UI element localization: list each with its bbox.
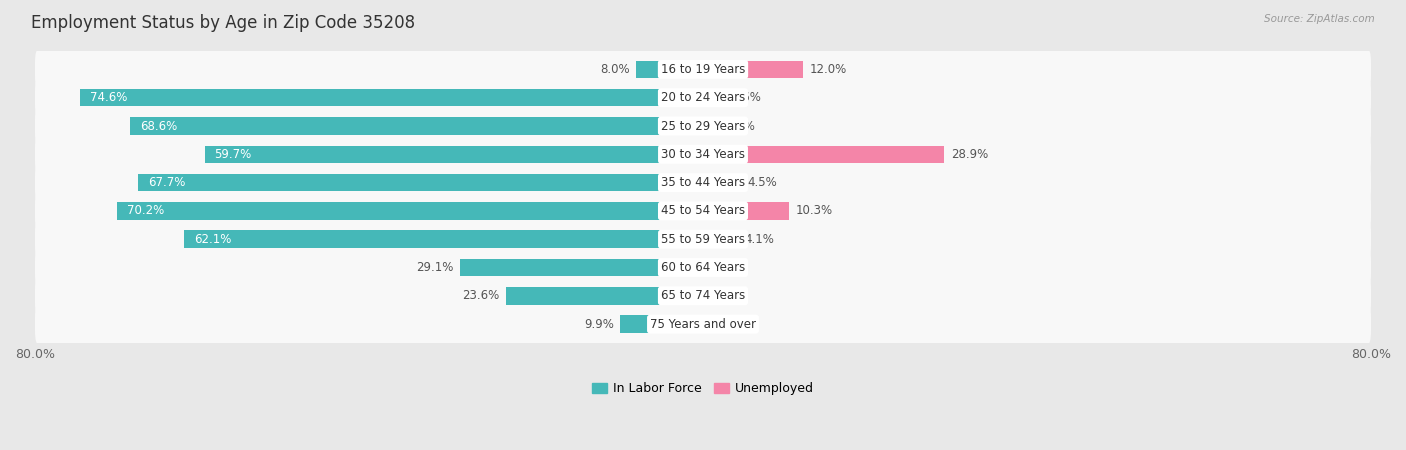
Text: 35 to 44 Years: 35 to 44 Years	[661, 176, 745, 189]
Bar	[620, 315, 703, 333]
Text: 68.6%: 68.6%	[141, 120, 177, 132]
Text: 0.0%: 0.0%	[710, 289, 740, 302]
FancyBboxPatch shape	[35, 275, 1371, 317]
Text: 16 to 19 Years: 16 to 19 Years	[661, 63, 745, 76]
Text: 23.6%: 23.6%	[463, 289, 499, 302]
Text: 8.0%: 8.0%	[600, 63, 630, 76]
Text: 75 Years and over: 75 Years and over	[650, 318, 756, 331]
Bar	[703, 145, 945, 163]
Bar	[636, 61, 703, 78]
Text: Employment Status by Age in Zip Code 35208: Employment Status by Age in Zip Code 352…	[31, 14, 415, 32]
Bar	[138, 174, 703, 191]
Text: 30 to 34 Years: 30 to 34 Years	[661, 148, 745, 161]
Text: 65 to 74 Years: 65 to 74 Years	[661, 289, 745, 302]
Text: Source: ZipAtlas.com: Source: ZipAtlas.com	[1264, 14, 1375, 23]
Text: 4.1%: 4.1%	[744, 233, 773, 246]
FancyBboxPatch shape	[35, 77, 1371, 119]
Text: 0.0%: 0.0%	[710, 261, 740, 274]
Text: 29.1%: 29.1%	[416, 261, 453, 274]
Bar	[703, 89, 724, 107]
Text: 12.0%: 12.0%	[810, 63, 848, 76]
Text: 28.9%: 28.9%	[950, 148, 988, 161]
Text: 9.9%: 9.9%	[583, 318, 613, 331]
Text: 4.5%: 4.5%	[747, 176, 778, 189]
Text: 0.0%: 0.0%	[710, 318, 740, 331]
Text: 45 to 54 Years: 45 to 54 Years	[661, 204, 745, 217]
FancyBboxPatch shape	[35, 190, 1371, 232]
FancyBboxPatch shape	[35, 247, 1371, 288]
Text: 20 to 24 Years: 20 to 24 Years	[661, 91, 745, 104]
Bar	[184, 230, 703, 248]
FancyBboxPatch shape	[35, 49, 1371, 90]
Text: 1.9%: 1.9%	[725, 120, 755, 132]
FancyBboxPatch shape	[35, 133, 1371, 175]
Text: 67.7%: 67.7%	[148, 176, 186, 189]
Text: 59.7%: 59.7%	[215, 148, 252, 161]
Bar	[460, 259, 703, 276]
Bar	[703, 230, 737, 248]
Bar	[80, 89, 703, 107]
Bar	[703, 61, 803, 78]
Legend: In Labor Force, Unemployed: In Labor Force, Unemployed	[586, 378, 820, 401]
FancyBboxPatch shape	[35, 218, 1371, 260]
Bar	[703, 117, 718, 135]
Bar	[506, 287, 703, 305]
Bar	[204, 145, 703, 163]
Text: 55 to 59 Years: 55 to 59 Years	[661, 233, 745, 246]
Bar	[703, 174, 741, 191]
Text: 62.1%: 62.1%	[194, 233, 232, 246]
Text: 60 to 64 Years: 60 to 64 Years	[661, 261, 745, 274]
FancyBboxPatch shape	[35, 162, 1371, 203]
Bar	[703, 202, 789, 220]
Text: 74.6%: 74.6%	[90, 91, 128, 104]
Text: 2.6%: 2.6%	[731, 91, 761, 104]
Text: 10.3%: 10.3%	[796, 204, 832, 217]
Text: 70.2%: 70.2%	[127, 204, 165, 217]
FancyBboxPatch shape	[35, 105, 1371, 147]
Bar	[117, 202, 703, 220]
Bar	[131, 117, 703, 135]
Text: 25 to 29 Years: 25 to 29 Years	[661, 120, 745, 132]
FancyBboxPatch shape	[35, 303, 1371, 345]
